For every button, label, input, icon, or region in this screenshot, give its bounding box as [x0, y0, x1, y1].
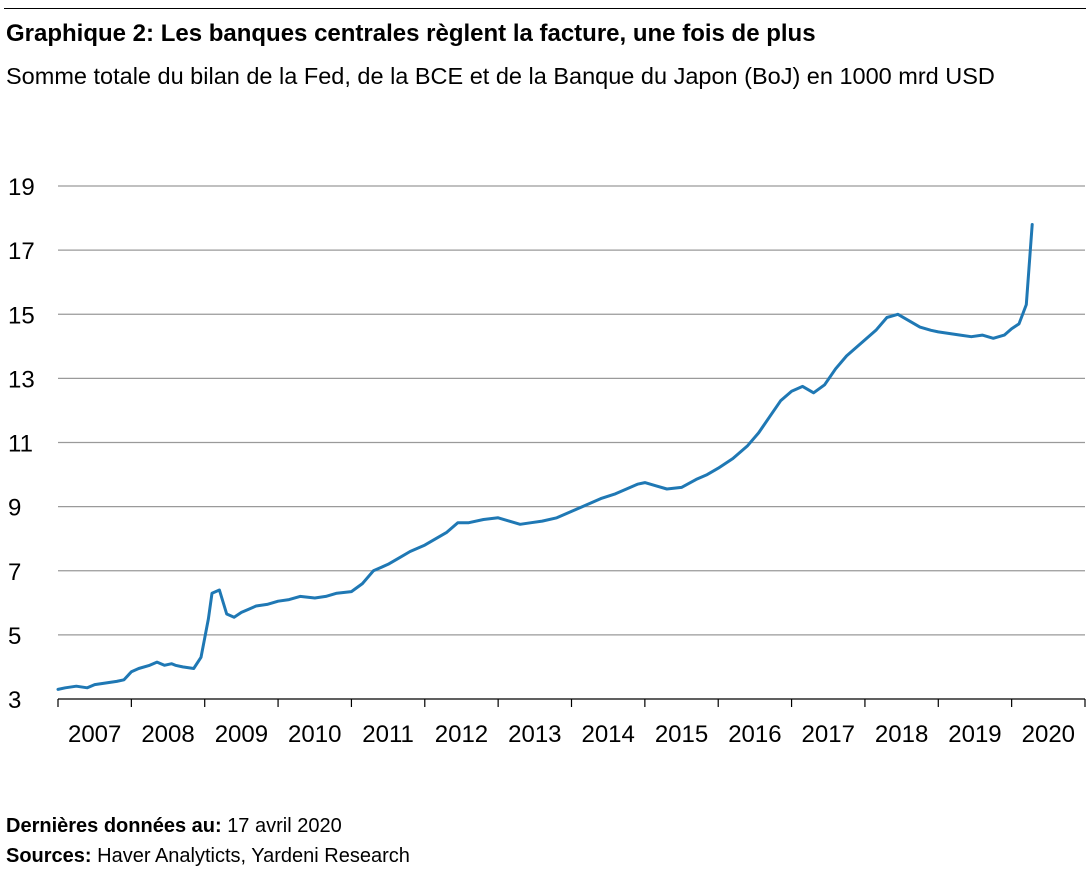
sources-value: Haver Analyticts, Yardeni Research — [97, 845, 410, 867]
y-tick-label: 19 — [8, 174, 35, 201]
x-axis-tick-labels: 2007 2008 2009 2010 2011 2012 2013 2014 2015 2016… — [68, 721, 1075, 748]
sources-label: Sources: — [6, 845, 92, 867]
x-tick-label: 2014 — [581, 721, 634, 748]
x-tick-label: 2010 — [288, 721, 341, 748]
y-tick-label: 3 — [8, 687, 21, 714]
x-tick-label: 2013 — [508, 721, 561, 748]
x-tick-label: 2009 — [215, 721, 268, 748]
x-tick-label: 2016 — [728, 721, 781, 748]
x-tick-label: 2007 — [68, 721, 121, 748]
series-layer — [56, 223, 1034, 691]
x-tick-label: 2017 — [802, 721, 855, 748]
top-rule — [4, 8, 1086, 9]
last-data-note: Dernières données au: 17 avril 2020 — [6, 815, 342, 838]
y-tick-label: 11 — [8, 431, 33, 458]
x-tick-label: 2015 — [655, 721, 708, 748]
x-axis — [57, 698, 1086, 707]
last-data-value: 17 avril 2020 — [227, 815, 342, 837]
x-tick-label: 2008 — [141, 721, 194, 748]
chart-title: Graphique 2: Les banques centrales règle… — [6, 20, 816, 47]
sources-note: Sources: Haver Analyticts, Yardeni Resea… — [6, 845, 410, 868]
grid-lines — [58, 185, 1085, 636]
y-tick-label: 15 — [8, 302, 35, 329]
x-tick-label: 2018 — [875, 721, 928, 748]
y-tick-label: 13 — [8, 366, 35, 393]
x-tick-label: 2020 — [1022, 721, 1075, 748]
chart-subtitle: Somme totale du bilan de la Fed, de la B… — [6, 63, 995, 89]
y-axis-tick-labels: 3 5 7 9 11 13 15 17 19 — [8, 174, 35, 714]
last-data-label: Dernières données au: — [6, 815, 222, 837]
x-tick-label: 2011 — [362, 721, 414, 748]
x-tick-label: 2012 — [435, 721, 488, 748]
y-tick-label: 7 — [8, 559, 21, 586]
x-tick-label: 2019 — [948, 721, 1001, 748]
series-line — [56, 223, 1034, 691]
y-tick-label: 17 — [8, 238, 35, 265]
y-tick-label: 9 — [8, 495, 21, 522]
y-tick-label: 5 — [8, 623, 21, 650]
